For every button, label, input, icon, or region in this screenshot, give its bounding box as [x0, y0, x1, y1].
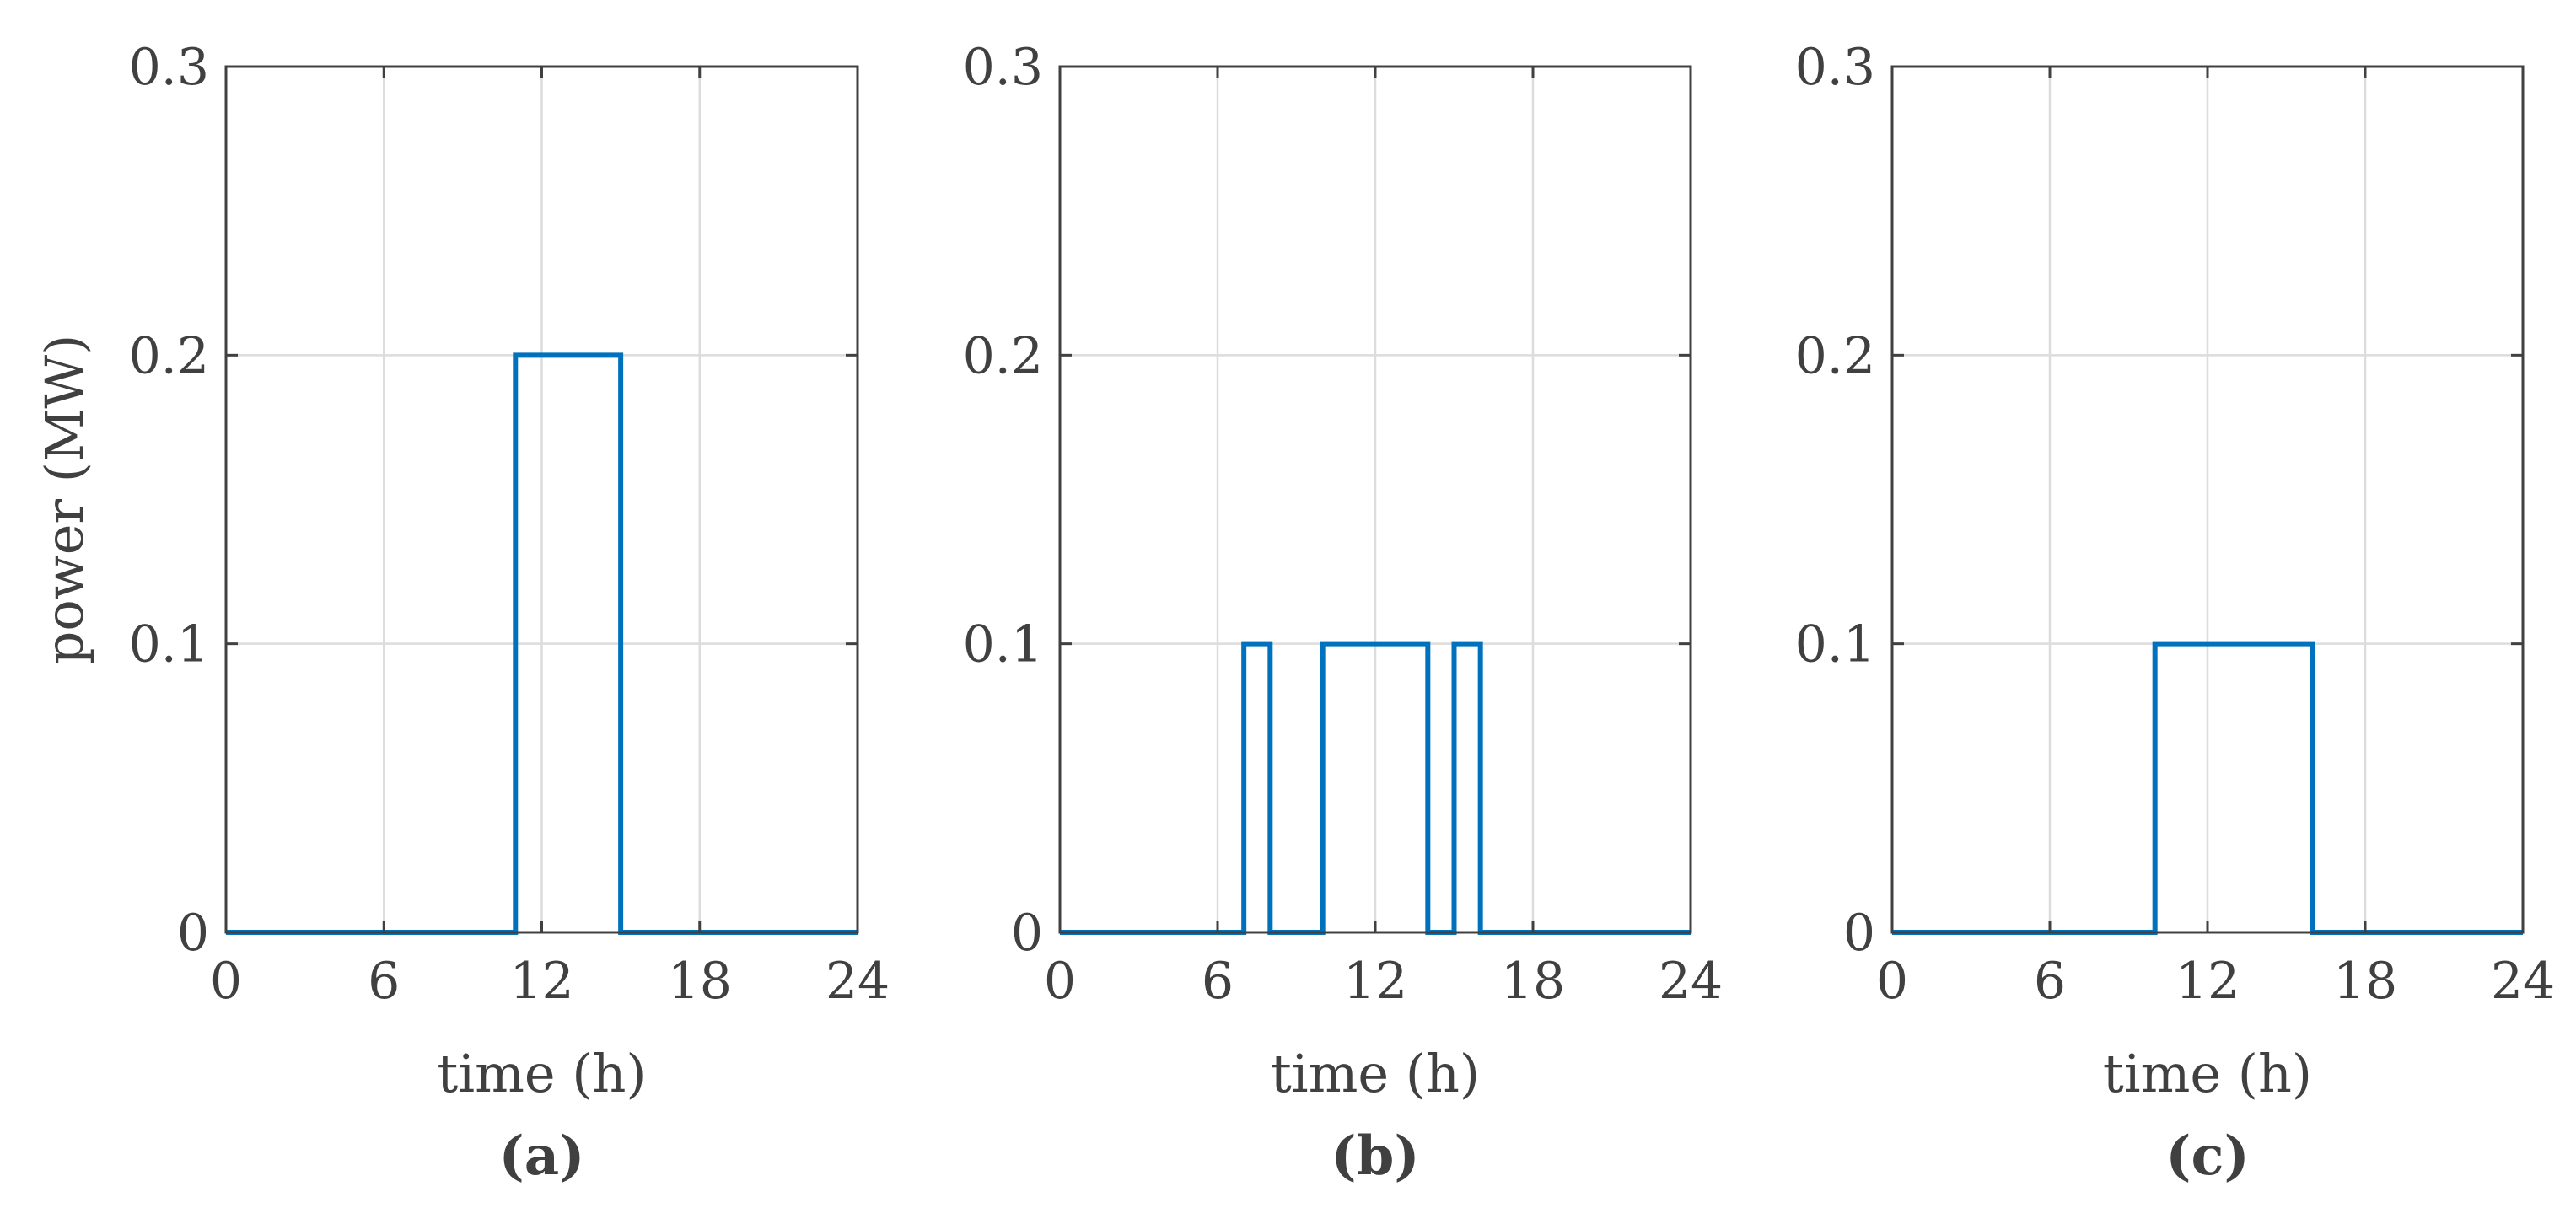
- y-tick-label: 0: [1011, 904, 1043, 963]
- y-tick-label: 0.3: [963, 38, 1043, 97]
- y-tick-label: 0.2: [963, 326, 1043, 385]
- y-tick-label: 0.1: [963, 615, 1043, 674]
- x-tick-label: 6: [368, 952, 400, 1011]
- panel-label: (c): [2165, 1125, 2250, 1188]
- x-tick-label: 0: [210, 952, 242, 1011]
- x-tick-label: 6: [2034, 952, 2066, 1011]
- x-tick-label: 24: [2491, 952, 2555, 1011]
- x-tick-label: 24: [826, 952, 890, 1011]
- x-tick-label: 18: [668, 952, 732, 1011]
- chart-panel-1: 0 6 12 18 24 0 0.1 0.2 0.3 time (h) power (MW) (a): [34, 38, 890, 1188]
- x-axis-label: time (h): [437, 1043, 646, 1104]
- x-tick-label: 18: [1501, 952, 1565, 1011]
- x-tick-label: 12: [509, 952, 573, 1011]
- y-tick-label: 0.1: [1795, 615, 1875, 674]
- chart-panel-2: 0 6 12 18 24 0 0.1 0.2 0.3 time (h) (b): [963, 38, 1724, 1188]
- y-tick-label: 0.3: [129, 38, 209, 97]
- x-tick-label: 12: [2175, 952, 2240, 1011]
- series-line: [1060, 641, 1691, 935]
- panel-label: (a): [498, 1125, 584, 1188]
- x-axis-label: time (h): [1271, 1043, 1480, 1104]
- y-tick-label: 0.1: [129, 615, 209, 674]
- y-tick-label: 0.3: [1795, 38, 1875, 97]
- x-tick-label: 0: [1044, 952, 1076, 1011]
- x-tick-label: 0: [1876, 952, 1908, 1011]
- y-tick-label: 0.2: [1795, 326, 1875, 385]
- y-tick-label: 0: [1843, 904, 1875, 963]
- x-axis-label: time (h): [2103, 1043, 2312, 1104]
- y-tick-label: 0.2: [129, 326, 209, 385]
- y-tick-label: 0: [177, 904, 209, 963]
- x-tick-label: 24: [1659, 952, 1723, 1011]
- x-tick-label: 18: [2333, 952, 2397, 1011]
- chart-panel-3: 0 6 12 18 24 0 0.1 0.2 0.3 time (h) (c): [1795, 38, 2556, 1188]
- x-tick-label: 6: [1202, 952, 1234, 1011]
- x-tick-label: 12: [1343, 952, 1407, 1011]
- panel-label: (b): [1331, 1125, 1419, 1188]
- y-axis-label: power (MW): [34, 335, 95, 665]
